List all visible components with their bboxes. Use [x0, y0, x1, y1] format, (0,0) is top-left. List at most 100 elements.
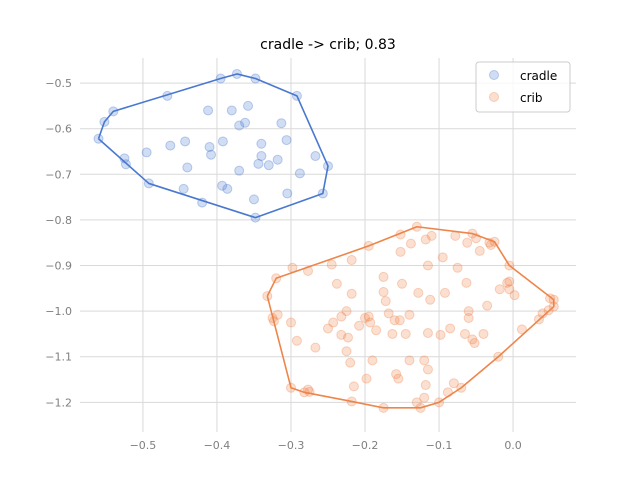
data-point-cradle	[203, 105, 214, 116]
data-point-crib	[543, 305, 554, 316]
data-point-crib	[387, 328, 398, 339]
data-point-cradle	[182, 162, 193, 173]
data-point-crib	[341, 306, 352, 317]
data-point-crib	[411, 397, 422, 408]
scatter-points	[93, 68, 559, 413]
data-point-crib	[545, 293, 556, 304]
data-point-crib	[299, 387, 310, 398]
data-point-crib	[360, 312, 371, 323]
legend-box	[475, 61, 571, 113]
data-point-crib	[467, 334, 478, 345]
data-point-cradle	[291, 90, 302, 101]
data-point-cradle	[93, 133, 104, 144]
data-point-crib	[331, 278, 342, 289]
data-point-crib	[426, 230, 437, 241]
data-point-crib	[272, 309, 283, 320]
data-point-crib	[328, 317, 339, 328]
data-point-crib	[419, 355, 430, 366]
x-tick-label: −0.3	[278, 439, 305, 452]
data-point-crib	[267, 312, 278, 323]
data-point-crib	[474, 245, 485, 256]
data-point-crib	[434, 397, 445, 408]
data-point-crib	[361, 373, 372, 384]
chart-title: cradle -> crib; 0.83	[260, 37, 396, 53]
data-point-crib	[303, 265, 314, 276]
data-point-crib	[363, 311, 374, 322]
data-point-crib	[389, 315, 400, 326]
data-point-crib	[504, 284, 515, 295]
data-point-crib	[354, 320, 365, 331]
data-point-crib	[452, 262, 463, 273]
data-point-crib	[459, 328, 470, 339]
y-tick-label: −0.9	[45, 260, 72, 273]
legend-label-cradle: cradle	[520, 69, 557, 83]
data-point-crib	[516, 324, 527, 335]
data-point-crib	[348, 381, 359, 392]
y-tick-label: −1.1	[45, 351, 72, 364]
y-tick-label: −1.0	[45, 305, 72, 318]
data-point-cradle	[226, 105, 237, 116]
data-point-crib	[304, 386, 315, 397]
y-tick-label: −0.6	[45, 123, 72, 136]
data-point-crib	[422, 364, 433, 375]
data-point-crib	[494, 284, 505, 295]
data-point-crib	[363, 240, 374, 251]
data-point-cradle	[282, 188, 293, 199]
hull-line-crib	[266, 225, 555, 409]
data-point-crib	[422, 260, 433, 271]
hull-line-cradle	[97, 73, 329, 219]
data-point-cradle	[231, 68, 242, 79]
data-point-cradle	[263, 160, 274, 171]
data-point-cradle	[234, 120, 245, 131]
data-point-crib	[439, 287, 450, 298]
data-point-cradle	[217, 136, 228, 147]
data-point-crib	[378, 402, 389, 413]
data-point-crib	[489, 236, 500, 247]
x-tick-label: −0.4	[204, 439, 231, 452]
data-point-crib	[395, 229, 406, 240]
x-tick-label: 0.0	[504, 439, 522, 452]
legend: cradle crib	[475, 61, 571, 113]
data-point-cradle	[108, 106, 119, 117]
data-point-cradle	[99, 116, 110, 127]
data-point-cradle	[119, 153, 130, 164]
data-point-crib	[463, 306, 474, 317]
data-point-cradle	[317, 188, 328, 199]
data-point-crib	[448, 378, 459, 389]
data-point-crib	[271, 273, 282, 284]
data-point-cradle	[272, 154, 283, 165]
data-point-cradle	[294, 168, 305, 179]
data-point-crib	[393, 373, 404, 384]
data-point-crib	[484, 237, 495, 248]
y-tick-label: −1.2	[45, 396, 72, 409]
data-point-cradle	[217, 180, 228, 191]
data-point-cradle	[197, 197, 208, 208]
legend-marker-crib	[489, 92, 499, 102]
data-point-crib	[391, 369, 402, 380]
data-point-crib	[380, 296, 391, 307]
x-tick-label: −0.1	[426, 439, 453, 452]
data-point-crib	[371, 325, 382, 336]
x-tick-label: −0.2	[352, 439, 379, 452]
data-point-crib	[504, 276, 515, 287]
data-point-cradle	[234, 165, 245, 176]
data-point-crib	[493, 351, 504, 362]
data-point-crib	[469, 338, 480, 349]
data-point-cradle	[253, 158, 264, 169]
data-point-crib	[378, 271, 389, 282]
data-point-crib	[533, 314, 544, 325]
data-point-cradle	[281, 135, 292, 146]
data-point-crib	[415, 402, 426, 413]
data-point-crib	[336, 329, 347, 340]
data-point-crib	[420, 234, 431, 245]
data-point-crib	[365, 317, 376, 328]
data-point-crib	[268, 316, 279, 327]
data-point-crib	[310, 342, 321, 353]
y-tick-label: −0.8	[45, 214, 72, 227]
data-point-cradle	[222, 183, 233, 194]
grid-lines	[80, 58, 576, 432]
data-point-crib	[342, 332, 353, 343]
data-point-crib	[509, 290, 520, 301]
data-point-crib	[323, 323, 333, 334]
data-point-crib	[548, 294, 559, 305]
